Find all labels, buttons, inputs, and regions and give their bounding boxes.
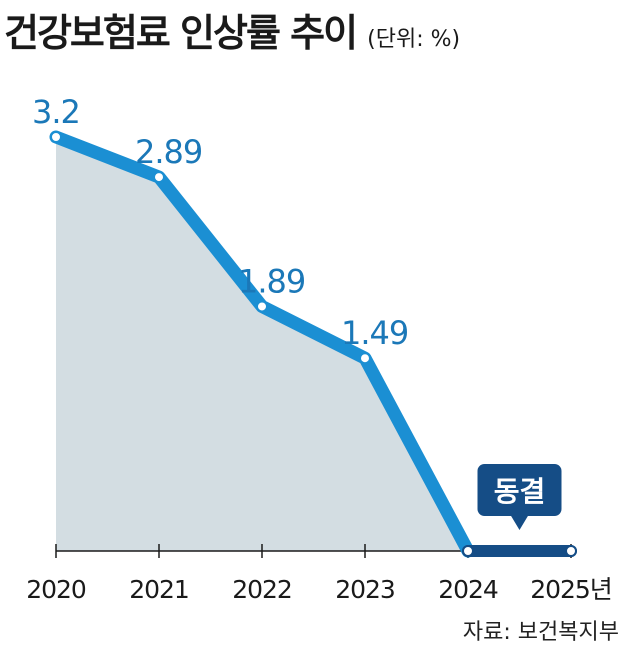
data-point xyxy=(462,545,474,557)
x-tick-label: 2021 xyxy=(129,575,189,604)
data-point xyxy=(153,171,165,184)
area-fill xyxy=(56,137,468,551)
freeze-callout-pointer xyxy=(510,515,529,530)
data-label: 3.2 xyxy=(32,93,80,131)
data-point xyxy=(565,545,577,557)
data-point xyxy=(359,352,371,365)
source-label: 자료: 보건복지부 xyxy=(462,620,619,645)
x-tick-label: 2023 xyxy=(335,575,395,604)
x-tick-label: 2022 xyxy=(232,575,292,604)
x-tick-label: 2020 xyxy=(26,575,86,604)
freeze-label: 동결 xyxy=(494,475,546,508)
freeze-callout-box xyxy=(477,464,562,516)
chart-title: 건강보험료 인상률 추이 xyxy=(4,11,358,55)
data-label: 2.89 xyxy=(135,133,202,171)
unit-label: (단위: %) xyxy=(367,27,461,52)
x-tick-label: 2025년 xyxy=(530,575,612,604)
data-label: 1.89 xyxy=(238,262,305,300)
x-tick-label: 2024 xyxy=(438,575,498,604)
title-row: 건강보험료 인상률 추이 (단위: %) xyxy=(4,2,460,57)
data-point xyxy=(256,300,268,313)
data-label: 1.49 xyxy=(341,314,408,352)
data-point xyxy=(50,131,62,143)
